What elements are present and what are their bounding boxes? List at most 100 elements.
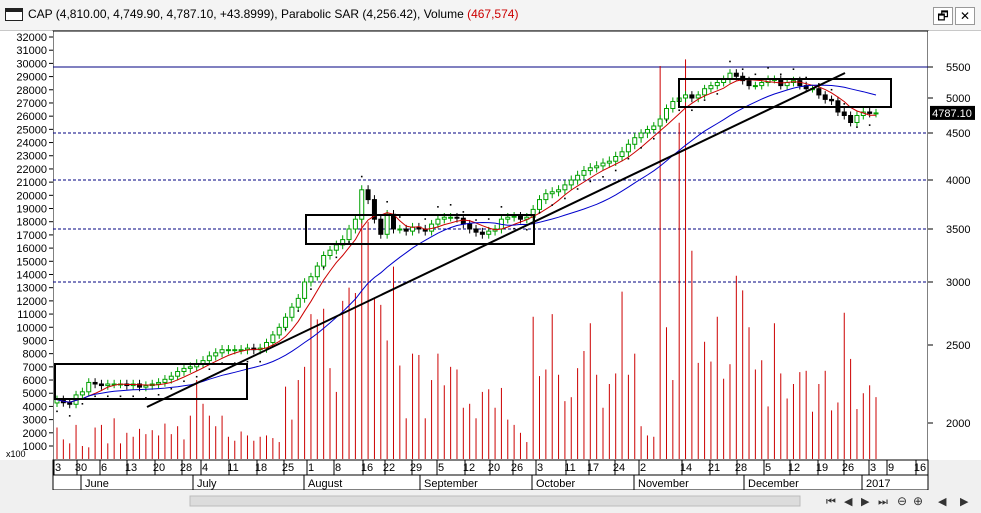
candle-body bbox=[854, 115, 860, 123]
volume-tick-label: 11000 bbox=[17, 309, 47, 321]
sar-dot bbox=[386, 200, 388, 203]
price-tick-label: 2000 bbox=[946, 418, 970, 430]
candle-body bbox=[759, 82, 765, 87]
scroll-first-icon[interactable]: ⏮ bbox=[826, 496, 836, 508]
month-label: June bbox=[85, 478, 109, 490]
sar-dot bbox=[56, 410, 58, 413]
candle-body bbox=[594, 165, 600, 169]
candle-body bbox=[619, 151, 625, 158]
volume-tick-label: 9000 bbox=[23, 335, 47, 347]
scrollbar-track[interactable] bbox=[189, 495, 801, 507]
day-tick-label: 1 bbox=[308, 462, 314, 474]
volume-tick-label: 26000 bbox=[16, 111, 47, 123]
candle-body bbox=[429, 223, 435, 232]
sar-dot bbox=[437, 206, 439, 208]
sar-dot bbox=[614, 169, 617, 172]
candlestick bbox=[308, 272, 314, 287]
title-volume: (467,574) bbox=[467, 7, 519, 21]
day-tick-label: 16 bbox=[914, 462, 926, 474]
month-label: September bbox=[424, 478, 478, 490]
candle-body bbox=[137, 383, 143, 388]
candle-body bbox=[162, 378, 168, 383]
candle-body bbox=[390, 213, 396, 230]
candlestick bbox=[403, 224, 409, 236]
candle-body bbox=[651, 125, 657, 130]
window-title: CAP (4,810.00, 4,749.90, 4,787.10, +43.8… bbox=[28, 7, 518, 21]
candlestick bbox=[549, 187, 555, 199]
sar-dot bbox=[449, 204, 452, 206]
candlestick bbox=[175, 367, 181, 381]
candle-body bbox=[321, 255, 327, 267]
month-label: July bbox=[197, 478, 217, 490]
day-tick-label: 5 bbox=[765, 462, 771, 474]
candle-body bbox=[581, 170, 587, 176]
restore-button[interactable]: 🗗 bbox=[933, 7, 953, 25]
day-tick-label: 24 bbox=[613, 462, 625, 474]
sar-dot bbox=[170, 387, 173, 390]
day-tick-label: 17 bbox=[587, 462, 599, 474]
candle-body bbox=[289, 306, 295, 318]
sar-dot bbox=[81, 403, 84, 405]
candlestick bbox=[346, 224, 352, 244]
candle-body bbox=[460, 217, 466, 225]
candlestick bbox=[600, 158, 606, 171]
zoom-in-icon[interactable]: ⊕ bbox=[913, 494, 923, 508]
day-tick-label: 5 bbox=[438, 462, 444, 474]
sar-dot bbox=[297, 310, 300, 312]
candle-body bbox=[841, 111, 847, 116]
sar-dot bbox=[462, 211, 465, 213]
candle-body bbox=[708, 85, 714, 90]
month-label: October bbox=[536, 478, 575, 490]
candle-body bbox=[467, 223, 473, 230]
candlestick bbox=[206, 351, 212, 366]
candle-body bbox=[295, 297, 301, 308]
candle-body bbox=[517, 215, 523, 220]
consolidation-box bbox=[305, 214, 535, 245]
candle-body bbox=[302, 281, 308, 299]
sar-dot bbox=[119, 395, 122, 398]
candle-body bbox=[632, 137, 638, 145]
day-tick-label: 20 bbox=[153, 462, 165, 474]
candle-body bbox=[702, 88, 708, 96]
candlestick bbox=[327, 246, 333, 260]
day-tick-label: 19 bbox=[816, 462, 828, 474]
candle-body bbox=[829, 98, 835, 102]
candle-body bbox=[283, 316, 289, 328]
sar-dot bbox=[767, 67, 769, 69]
candlestick bbox=[302, 278, 308, 303]
candle-body bbox=[276, 326, 282, 336]
sar-dot bbox=[564, 197, 566, 200]
candle-body bbox=[486, 230, 492, 235]
zoom-out-icon[interactable]: ⊖ bbox=[897, 494, 907, 508]
candlestick bbox=[238, 345, 244, 355]
sar-dot bbox=[145, 396, 147, 399]
candle-body bbox=[683, 94, 689, 99]
scroll-right-icon[interactable]: ▶ bbox=[960, 496, 969, 508]
sar-dot bbox=[792, 68, 795, 70]
sar-dot bbox=[322, 266, 325, 269]
scroll-next-icon[interactable]: ▶ bbox=[861, 496, 870, 508]
candle-body bbox=[359, 189, 365, 220]
sar-dot bbox=[526, 228, 528, 231]
sar-dot bbox=[284, 328, 287, 331]
close-button[interactable]: ✕ bbox=[955, 7, 975, 25]
scroll-prev-icon[interactable]: ◀ bbox=[844, 496, 853, 508]
candlestick bbox=[314, 262, 320, 281]
candlestick bbox=[543, 189, 549, 205]
candle-body bbox=[441, 216, 447, 220]
scroll-last-icon[interactable]: ⏭ bbox=[878, 496, 888, 508]
sar-dot bbox=[157, 393, 160, 396]
price-chart[interactable]: 3200031000300002900028000270002600025000… bbox=[0, 30, 981, 513]
candlestick bbox=[162, 375, 168, 387]
volume-tick-label: 14000 bbox=[16, 269, 47, 281]
candlestick bbox=[365, 185, 371, 205]
scroll-left-icon[interactable]: ◀ bbox=[938, 496, 947, 508]
candle-body bbox=[752, 85, 758, 88]
candle-body bbox=[816, 88, 822, 96]
sar-dot bbox=[729, 60, 731, 63]
candle-body bbox=[733, 72, 739, 77]
price-tick-label: 5000 bbox=[946, 93, 970, 105]
candle-body bbox=[352, 218, 358, 230]
candlestick bbox=[168, 371, 174, 384]
